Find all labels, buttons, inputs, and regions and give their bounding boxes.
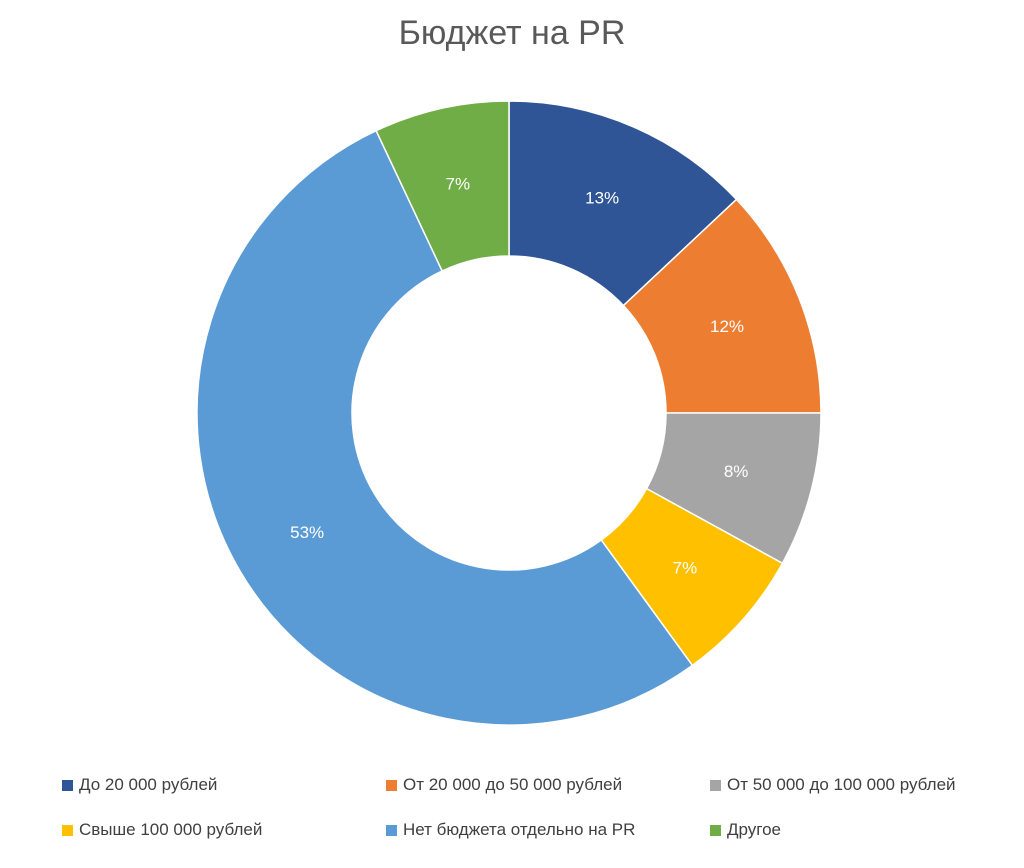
legend-item-3: Свыше 100 000 рублей [62,820,262,840]
legend-label-2: От 50 000 до 100 000 рублей [727,775,956,794]
legend-item-4: Нет бюджета отдельно на PR [386,820,635,840]
legend-label-0: До 20 000 рублей [79,775,218,794]
legend-item-0: До 20 000 рублей [62,775,217,795]
legend-label-1: От 20 000 до 50 000 рублей [403,775,623,794]
legend-label-4: Нет бюджета отдельно на PR [403,820,636,839]
legend-swatch-0 [62,779,73,791]
slice-label-4: 53% [290,523,324,542]
slice-label-2: 8% [724,462,749,481]
legend-item-1: От 20 000 до 50 000 рублей [386,775,622,795]
legend-swatch-2 [710,779,721,791]
legend-item-5: Другое [710,820,781,840]
slice-label-5: 7% [446,175,471,194]
donut-slice-4 [196,129,694,726]
legend-swatch-5 [710,824,721,836]
donut-slice-0 [508,100,738,307]
legend-label-3: Свыше 100 000 рублей [79,820,263,839]
chart-title: Бюджет на PR [398,14,626,52]
slice-label-0: 13% [585,188,619,207]
legend-swatch-3 [62,824,73,836]
legend-label-5: Другое [727,820,782,839]
legend-item-2: От 50 000 до 100 000 рублей [710,775,956,795]
legend-swatch-1 [386,779,397,791]
legend-swatch-4 [386,824,397,836]
donut-slice-5 [375,100,510,272]
slice-label-1: 12% [710,317,744,336]
slice-label-3: 7% [673,559,698,578]
